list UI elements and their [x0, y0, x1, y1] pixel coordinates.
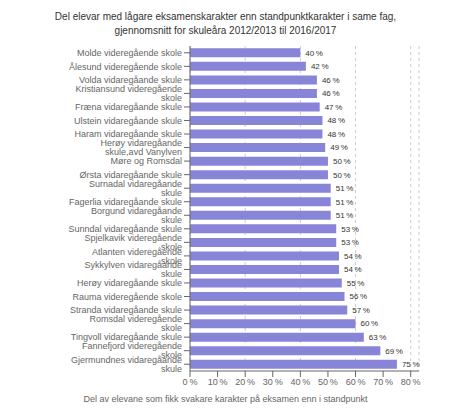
svg-text:Fannefjord videregåendeskole: Fannefjord videregåendeskole	[82, 341, 182, 360]
svg-text:51 %: 51 %	[336, 198, 354, 207]
svg-text:Fagerlia vidaregåande skule: Fagerlia vidaregåande skule	[69, 197, 182, 207]
svg-text:53 %: 53 %	[341, 238, 359, 247]
svg-text:69 %: 69 %	[385, 347, 403, 356]
svg-text:60 %: 60 %	[346, 377, 366, 387]
svg-text:Tingvoll vidaregåande skule: Tingvoll vidaregåande skule	[71, 332, 182, 342]
svg-text:40 %: 40 %	[305, 49, 323, 58]
svg-text:Romsdal videregåendeskole: Romsdal videregåendeskole	[89, 314, 182, 333]
svg-text:46 %: 46 %	[322, 89, 340, 98]
svg-text:63 %: 63 %	[369, 333, 387, 342]
svg-text:80 %: 80 %	[401, 377, 421, 387]
svg-text:Sunndal vidaregåande skule: Sunndal vidaregåande skule	[68, 224, 182, 234]
svg-text:51 %: 51 %	[336, 184, 354, 193]
svg-text:20 %: 20 %	[235, 377, 255, 387]
svg-text:Surnadal vidaregåandeskule: Surnadal vidaregåandeskule	[89, 179, 182, 198]
svg-text:Volda vidaregåande skule: Volda vidaregåande skule	[79, 75, 182, 85]
svg-text:48 %: 48 %	[327, 130, 345, 139]
svg-text:Kristiansund videregåendeskole: Kristiansund videregåendeskole	[75, 84, 182, 103]
svg-text:0 %: 0 %	[183, 377, 198, 387]
svg-text:48 %: 48 %	[327, 116, 345, 125]
svg-text:55 %: 55 %	[347, 279, 365, 288]
svg-text:Haram vidaregåande skule: Haram vidaregåande skule	[74, 129, 182, 139]
svg-text:46 %: 46 %	[322, 76, 340, 85]
svg-text:56 %: 56 %	[350, 292, 368, 301]
svg-text:42 %: 42 %	[311, 62, 329, 71]
svg-text:Møre og Romsdal: Møre og Romsdal	[110, 156, 182, 166]
svg-text:Stranda vidaregåande skule: Stranda vidaregåande skule	[70, 305, 182, 315]
svg-text:50 %: 50 %	[333, 171, 351, 180]
svg-text:53 %: 53 %	[341, 225, 359, 234]
svg-text:70 %: 70 %	[373, 377, 393, 387]
svg-text:10 %: 10 %	[208, 377, 228, 387]
svg-text:54 %: 54 %	[344, 252, 362, 261]
svg-text:60 %: 60 %	[361, 319, 379, 328]
svg-text:Molde videregående skole: Molde videregående skole	[77, 48, 182, 58]
svg-text:Ørsta vidaregåande skule: Ørsta vidaregåande skule	[79, 170, 182, 180]
svg-text:49 %: 49 %	[330, 143, 348, 152]
svg-text:Borgund vidaregåandeskule: Borgund vidaregåandeskule	[91, 206, 182, 225]
svg-text:Herøy vidaregåandeskule,avd Va: Herøy vidaregåandeskule,avd Vanylven	[100, 138, 182, 157]
svg-text:50 %: 50 %	[333, 157, 351, 166]
svg-text:Herøy vidaregåande skule: Herøy vidaregåande skule	[77, 278, 182, 288]
svg-text:51 %: 51 %	[336, 211, 354, 220]
svg-text:Ålesund videregående skole: Ålesund videregående skole	[69, 62, 182, 72]
svg-text:30 %: 30 %	[263, 377, 283, 387]
svg-text:40 %: 40 %	[290, 377, 310, 387]
svg-text:54 %: 54 %	[344, 265, 362, 274]
svg-text:Rauma videregående skole: Rauma videregående skole	[72, 292, 182, 302]
svg-text:Ulstein vidaregåande skule: Ulstein vidaregåande skule	[74, 116, 182, 126]
svg-text:75 %: 75 %	[402, 360, 420, 369]
svg-text:57 %: 57 %	[352, 306, 370, 315]
svg-text:47 %: 47 %	[325, 103, 343, 112]
svg-text:50 %: 50 %	[318, 377, 338, 387]
svg-text:Fræna vidaregåande skule: Fræna vidaregåande skule	[75, 102, 182, 112]
svg-text:Spjelkavik videregåendeskole: Spjelkavik videregåendeskole	[84, 233, 182, 252]
